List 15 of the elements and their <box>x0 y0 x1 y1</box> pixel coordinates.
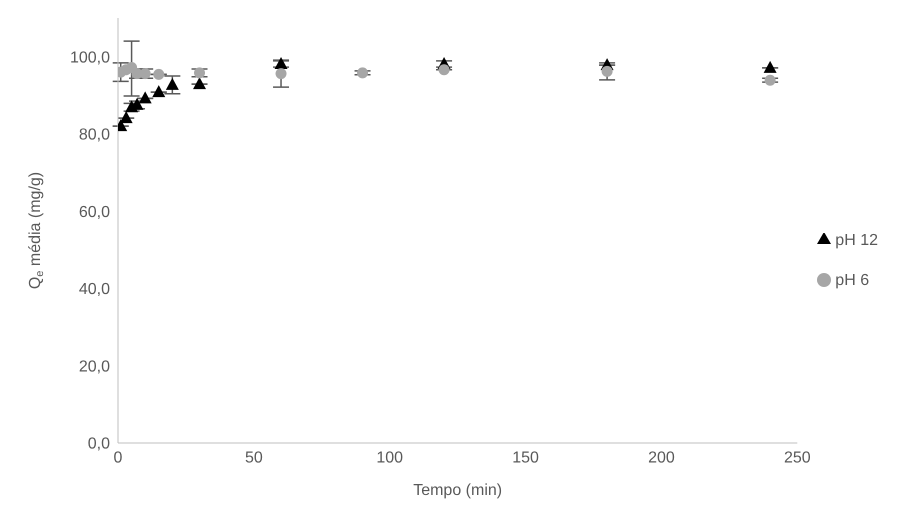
y-tick-label: 20,0 <box>78 358 110 376</box>
y-tick-label: 0,0 <box>88 436 110 453</box>
y-tick-label: 80,0 <box>78 126 110 144</box>
y-tick-label: 60,0 <box>78 204 110 221</box>
x-tick-label: 100 <box>376 449 404 466</box>
x-axis-title: Tempo (min) <box>413 482 502 499</box>
y-tick-label: 40,0 <box>78 281 110 298</box>
x-tick-label: 250 <box>784 449 811 466</box>
y-tick-label: 100,0 <box>70 49 110 66</box>
x-tick-label: 0 <box>114 449 123 466</box>
x-tick-label: 200 <box>648 449 675 466</box>
legend-label: pH 12 <box>835 232 878 248</box>
legend-label: pH 6 <box>835 272 870 288</box>
x-tick-label: 150 <box>512 449 540 466</box>
x-tick-label: 50 <box>244 449 263 466</box>
